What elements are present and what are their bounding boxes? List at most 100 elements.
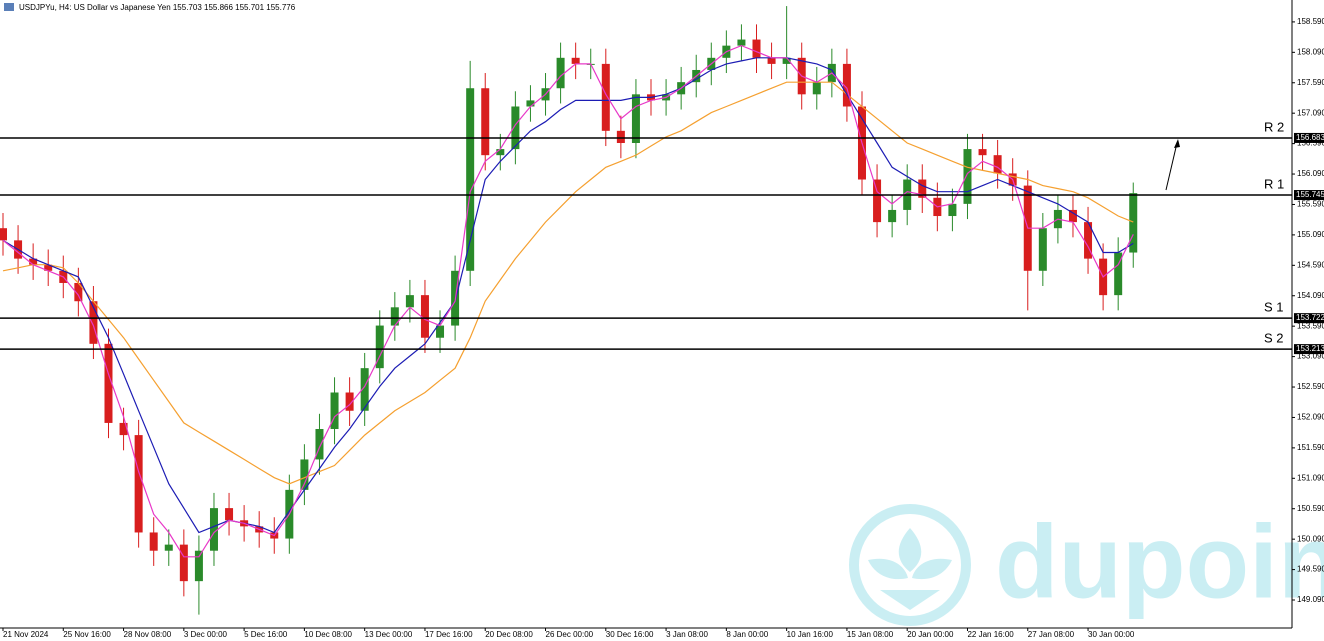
candle-body xyxy=(104,343,113,423)
x-tick-label: 13 Dec 00:00 xyxy=(365,630,413,639)
x-tick-label: 8 Jan 00:00 xyxy=(726,630,768,639)
candle-body xyxy=(1038,228,1047,271)
candle-body xyxy=(918,179,927,198)
y-tick-label: 153.090 xyxy=(1297,352,1324,361)
candle-body xyxy=(466,88,475,271)
candle-body xyxy=(737,39,746,46)
level-label: R 2 xyxy=(1264,119,1284,134)
y-tick-label: 158.090 xyxy=(1297,47,1324,56)
arrow xyxy=(1165,142,1178,191)
candle-body xyxy=(526,100,535,107)
y-tick-label: 155.090 xyxy=(1297,230,1324,239)
candle-body xyxy=(948,203,957,217)
watermark-text: dupoin xyxy=(995,504,1324,620)
candle-body xyxy=(179,544,188,582)
y-tick-label: 149.090 xyxy=(1297,595,1324,604)
candle-body xyxy=(0,228,7,241)
price-box-label: 153.213 xyxy=(1296,344,1324,353)
y-tick-label: 152.090 xyxy=(1297,413,1324,422)
y-tick-label: 154.590 xyxy=(1297,260,1324,269)
candle-body xyxy=(1068,209,1077,223)
watermark: dupoin xyxy=(849,504,1324,626)
candle-body xyxy=(149,532,158,551)
candle-body xyxy=(616,130,625,144)
x-tick-label: 26 Dec 00:00 xyxy=(546,630,594,639)
price-box xyxy=(1294,313,1324,324)
candle-body xyxy=(134,435,143,533)
x-tick-label: 30 Jan 00:00 xyxy=(1088,630,1135,639)
candle-body xyxy=(888,209,897,223)
candle-body xyxy=(511,106,520,150)
candle-body xyxy=(89,301,98,344)
y-tick-label: 151.590 xyxy=(1297,443,1324,452)
candle-body xyxy=(963,149,972,204)
x-tick-label: 10 Dec 08:00 xyxy=(304,630,352,639)
y-tick-label: 150.590 xyxy=(1297,504,1324,513)
candle-body xyxy=(375,325,384,369)
candle-body xyxy=(119,422,128,436)
x-tick-label: 22 Jan 16:00 xyxy=(967,630,1014,639)
candle-body xyxy=(225,508,234,521)
candle-body xyxy=(631,94,640,144)
x-tick-label: 20 Jan 00:00 xyxy=(907,630,954,639)
y-tick-label: 150.090 xyxy=(1297,534,1324,543)
moving-average xyxy=(2,44,1134,558)
candle-body xyxy=(420,295,429,338)
candle-body xyxy=(496,149,505,156)
candle-body xyxy=(601,63,610,131)
candle-body xyxy=(74,282,83,302)
price-box-label: 153.722 xyxy=(1296,313,1324,322)
x-tick-label: 17 Dec 16:00 xyxy=(425,630,473,639)
x-tick-label: 25 Nov 16:00 xyxy=(63,630,111,639)
price-box-label: 155.745 xyxy=(1296,190,1324,199)
chart-title: USDJPYu, H4: US Dollar vs Japanese Yen 1… xyxy=(19,3,296,12)
y-tick-label: 156.590 xyxy=(1297,139,1324,148)
candle-body xyxy=(1114,252,1123,296)
x-tick-label: 28 Nov 08:00 xyxy=(124,630,172,639)
candle-body xyxy=(345,392,354,411)
candle-body xyxy=(1084,222,1093,259)
moving-average xyxy=(2,57,1134,534)
price-box xyxy=(1294,344,1324,355)
watermark-logo xyxy=(849,504,971,626)
price-box-label: 156.683 xyxy=(1296,133,1324,142)
arrow-head xyxy=(1174,139,1180,148)
candle-body xyxy=(782,57,791,64)
candle-body xyxy=(752,39,761,58)
candle-body xyxy=(481,88,490,156)
x-tick-label: 5 Dec 16:00 xyxy=(244,630,288,639)
watermark-leaf xyxy=(868,528,952,610)
y-tick-label: 158.590 xyxy=(1297,17,1324,26)
candle-body xyxy=(164,544,173,551)
candle-body xyxy=(767,57,776,64)
x-tick-label: 30 Dec 16:00 xyxy=(606,630,654,639)
candle-body xyxy=(390,307,399,326)
x-tick-label: 21 Nov 2024 xyxy=(3,630,49,639)
x-tick-label: 10 Jan 16:00 xyxy=(787,630,834,639)
y-tick-label: 156.090 xyxy=(1297,169,1324,178)
x-tick-label: 15 Jan 08:00 xyxy=(847,630,894,639)
candle-body xyxy=(194,550,203,582)
candle-body xyxy=(1129,193,1138,253)
price-box xyxy=(1294,190,1324,201)
x-tick-label: 27 Jan 08:00 xyxy=(1028,630,1075,639)
candle-body xyxy=(873,179,882,223)
candle-body xyxy=(556,57,565,89)
candle-body xyxy=(44,264,53,271)
candle-body xyxy=(571,57,580,64)
x-tick-label: 20 Dec 08:00 xyxy=(485,630,533,639)
candle-body xyxy=(436,325,445,338)
y-tick-label: 152.590 xyxy=(1297,382,1324,391)
level-label: S 1 xyxy=(1264,300,1284,315)
candle-body xyxy=(300,459,309,490)
y-tick-label: 157.090 xyxy=(1297,108,1324,117)
candle-body xyxy=(978,149,987,156)
candle-body xyxy=(29,258,38,265)
x-tick-label: 3 Jan 08:00 xyxy=(666,630,708,639)
level-label: S 2 xyxy=(1264,331,1284,346)
candle-body xyxy=(842,63,851,107)
candle-body xyxy=(315,429,324,460)
price-box xyxy=(1294,132,1324,143)
candle-body xyxy=(812,82,821,95)
